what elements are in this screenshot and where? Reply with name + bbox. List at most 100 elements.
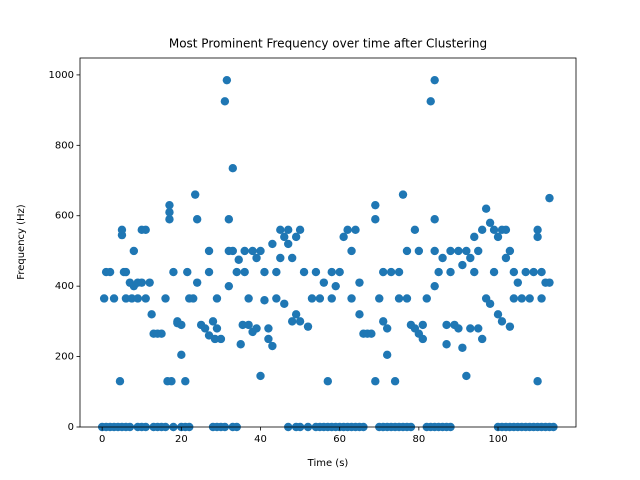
x-axis-label: Time (s) bbox=[307, 458, 349, 469]
point bbox=[470, 232, 479, 242]
point bbox=[165, 208, 174, 217]
point bbox=[121, 294, 131, 303]
point bbox=[489, 225, 499, 235]
point bbox=[382, 324, 392, 333]
point bbox=[477, 225, 487, 235]
point bbox=[183, 267, 192, 277]
point bbox=[493, 232, 503, 242]
point bbox=[260, 267, 269, 277]
point bbox=[458, 343, 467, 352]
y-tick-label: 400 bbox=[55, 281, 74, 292]
point bbox=[505, 322, 515, 331]
point bbox=[264, 324, 273, 333]
point bbox=[505, 246, 515, 256]
point bbox=[339, 232, 348, 242]
point bbox=[485, 218, 495, 227]
point bbox=[240, 246, 249, 256]
x-tick-label: 100 bbox=[488, 434, 507, 445]
point bbox=[343, 225, 352, 235]
y-tick-label: 800 bbox=[55, 140, 74, 151]
point bbox=[284, 239, 293, 249]
point bbox=[422, 294, 431, 303]
point bbox=[272, 267, 281, 277]
point bbox=[335, 267, 344, 277]
point bbox=[545, 193, 554, 203]
x-tick-label: 60 bbox=[333, 434, 346, 445]
y-axis-label: Frequency (Hz) bbox=[16, 204, 27, 280]
point bbox=[410, 225, 420, 235]
point bbox=[260, 296, 269, 305]
point bbox=[141, 225, 150, 235]
point bbox=[129, 246, 139, 256]
point bbox=[190, 190, 200, 199]
point bbox=[545, 278, 554, 287]
point bbox=[189, 294, 198, 303]
point bbox=[430, 246, 439, 256]
point bbox=[291, 310, 301, 319]
point bbox=[244, 320, 253, 330]
point bbox=[458, 260, 467, 270]
point bbox=[268, 341, 277, 351]
point bbox=[192, 278, 202, 287]
plot-frame bbox=[79, 57, 577, 428]
point bbox=[533, 377, 542, 386]
y-tick-label: 1000 bbox=[49, 70, 74, 81]
point bbox=[509, 294, 519, 303]
point bbox=[295, 225, 305, 235]
point bbox=[430, 75, 439, 85]
point bbox=[446, 246, 455, 256]
point bbox=[280, 299, 289, 308]
point bbox=[177, 320, 186, 330]
point bbox=[192, 215, 202, 224]
point bbox=[204, 267, 214, 277]
point bbox=[276, 225, 285, 235]
x-tick-label: 20 bbox=[175, 434, 188, 445]
point bbox=[470, 267, 479, 277]
point bbox=[208, 317, 218, 326]
point bbox=[212, 294, 222, 303]
y-tick-label: 0 bbox=[68, 422, 74, 433]
point bbox=[371, 200, 380, 210]
chart-title: Most Prominent Frequency over time after… bbox=[169, 37, 487, 51]
point bbox=[379, 267, 388, 277]
point bbox=[244, 294, 253, 303]
point bbox=[379, 317, 388, 326]
point bbox=[367, 329, 376, 338]
point bbox=[165, 200, 174, 210]
point bbox=[169, 267, 178, 277]
point bbox=[256, 371, 265, 381]
point bbox=[99, 294, 109, 303]
point bbox=[521, 267, 530, 277]
point bbox=[323, 377, 333, 386]
point bbox=[454, 324, 463, 333]
point bbox=[434, 267, 443, 277]
point bbox=[232, 267, 241, 277]
point bbox=[115, 377, 125, 386]
point bbox=[220, 97, 230, 106]
point bbox=[390, 377, 400, 386]
point bbox=[284, 225, 293, 235]
point bbox=[121, 267, 131, 277]
point bbox=[295, 317, 305, 326]
point bbox=[347, 294, 356, 303]
point bbox=[137, 278, 146, 287]
x-tick-label: 40 bbox=[254, 434, 267, 445]
point bbox=[474, 246, 483, 256]
point bbox=[240, 267, 249, 277]
point bbox=[533, 225, 542, 235]
point bbox=[200, 324, 210, 333]
point bbox=[462, 371, 471, 381]
point bbox=[157, 329, 166, 338]
point bbox=[228, 246, 237, 256]
x-tick-label: 80 bbox=[412, 434, 425, 445]
point bbox=[533, 232, 542, 242]
point bbox=[248, 246, 257, 256]
point bbox=[418, 320, 428, 330]
point bbox=[291, 232, 301, 242]
point bbox=[446, 267, 455, 277]
point bbox=[287, 253, 297, 263]
point bbox=[497, 317, 507, 326]
y-tick-label: 600 bbox=[55, 211, 74, 222]
point bbox=[210, 334, 220, 344]
